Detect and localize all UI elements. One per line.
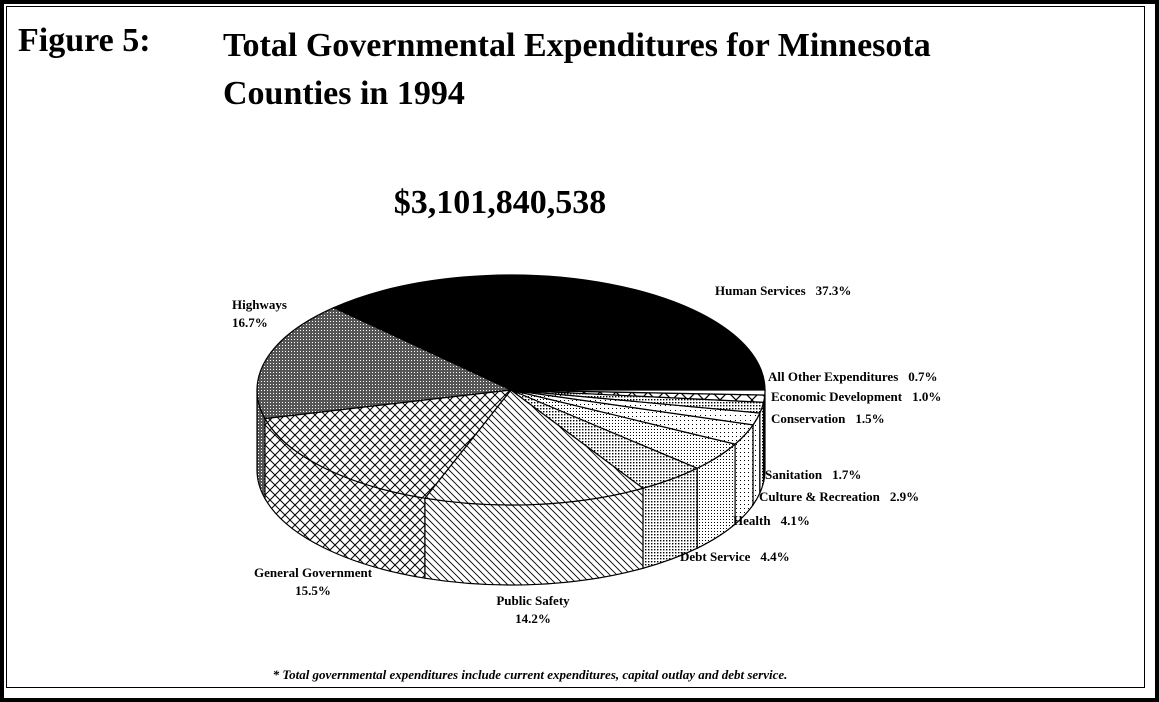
data-label: Highways 16.7%	[232, 297, 287, 330]
data-label: Sanitation 1.7%	[765, 467, 861, 482]
chart-title: Total Governmental Expenditures for Minn…	[223, 27, 931, 112]
data-label: Human Services 37.3%	[715, 283, 851, 298]
pie-slice	[332, 274, 766, 391]
category-label: Highways	[232, 297, 287, 312]
value-label: 1.7%	[832, 467, 861, 482]
value-label: 37.3%	[816, 283, 852, 298]
category-label: Culture & Recreation	[759, 489, 881, 504]
data-label: General Government 15.5%	[254, 565, 373, 598]
pie-slice	[256, 307, 514, 420]
inner-frame	[6, 6, 1145, 688]
category-label: General Government	[254, 565, 373, 580]
pie-slice	[510, 389, 766, 396]
category-label: Public Safety	[496, 593, 570, 608]
value-label: 4.1%	[781, 513, 810, 528]
category-label: Economic Development	[771, 389, 903, 404]
data-label: Economic Development 1.0%	[771, 389, 941, 404]
value-label: 15.5%	[295, 583, 331, 598]
value-label: 2.9%	[890, 489, 919, 504]
chart-subtitle: $3,101,840,538	[394, 184, 607, 221]
footnote: * Total governmental expenditures includ…	[273, 667, 788, 682]
category-label: All Other Expenditures	[768, 369, 898, 384]
data-label: Debt Service 4.4%	[680, 549, 790, 564]
value-label: 1.5%	[855, 411, 884, 426]
pie-slice	[264, 389, 513, 499]
data-label: All Other Expenditures 0.7%	[768, 369, 938, 384]
data-label: Public Safety 14.2%	[496, 593, 570, 626]
category-label: Debt Service	[680, 549, 751, 564]
value-label: 0.7%	[908, 369, 937, 384]
category-label: Health	[733, 513, 771, 528]
category-label: Human Services	[715, 283, 806, 298]
data-label: Culture & Recreation 2.9%	[759, 489, 919, 504]
value-label: 16.7%	[232, 315, 268, 330]
value-label: 14.2%	[515, 611, 551, 626]
value-label: 4.4%	[760, 549, 789, 564]
pie-slice	[423, 389, 645, 506]
data-label: Health 4.1%	[733, 513, 810, 528]
category-label: Sanitation	[765, 467, 823, 482]
category-label: Conservation	[771, 411, 846, 426]
data-label: Conservation 1.5%	[771, 411, 885, 426]
value-label: 1.0%	[912, 389, 941, 404]
figure-label: Figure 5:	[18, 22, 151, 59]
